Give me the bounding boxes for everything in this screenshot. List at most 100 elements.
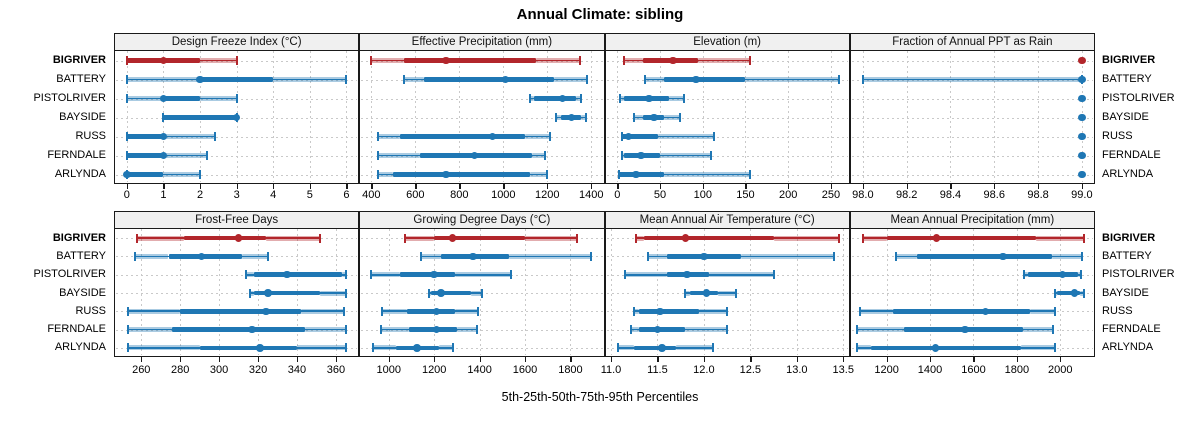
axis-tick xyxy=(906,184,908,189)
gridline-vertical xyxy=(388,229,390,355)
axis-tick xyxy=(750,357,752,362)
median-dot xyxy=(656,307,664,316)
station-label-pistolriver: PISTOLRIVER xyxy=(33,268,106,281)
median-dot xyxy=(123,170,131,179)
median-dot xyxy=(283,270,291,279)
median-dot xyxy=(488,132,497,141)
whisker-cap-95th xyxy=(476,325,479,335)
whisker-cap-5th xyxy=(125,94,128,103)
gridline-vertical xyxy=(1016,229,1018,355)
whisker-cap-5th xyxy=(618,170,621,179)
median-dot xyxy=(413,344,421,352)
axis-tick-label: 12.5 xyxy=(739,364,762,376)
axis-tick-label: 4 xyxy=(270,189,277,201)
axis-tick xyxy=(950,184,952,189)
whisker-cap-95th xyxy=(544,151,547,160)
whisker-cap-5th xyxy=(895,251,898,261)
axis-tick-label: 200 xyxy=(779,189,798,201)
whisker-cap-95th xyxy=(477,306,480,316)
station-label-bigriver: BIGRIVER xyxy=(52,231,106,244)
gridline-vertical xyxy=(886,229,888,355)
gridline-vertical xyxy=(547,51,549,182)
station-label-ferndale: FERNDALE xyxy=(47,149,106,161)
axis-tick xyxy=(371,184,373,189)
axis-tick xyxy=(1060,357,1062,362)
axis-tick-label: 98.2 xyxy=(895,189,918,201)
whisker-cap-5th xyxy=(1023,270,1026,280)
gridline-vertical xyxy=(843,229,845,355)
gridline-vertical xyxy=(994,51,996,182)
gridline-vertical xyxy=(657,229,659,355)
percentile-band-25-75 xyxy=(893,308,1030,314)
gridline-vertical xyxy=(219,229,221,355)
whisker-cap-5th xyxy=(249,288,252,298)
station-label-battery: BATTERY xyxy=(56,249,106,262)
axis-tick-label: 5 xyxy=(306,189,313,201)
percentile-band-25-75 xyxy=(254,290,321,296)
median-dot xyxy=(1078,113,1086,122)
percentile-band-25-75 xyxy=(393,172,530,177)
percentile-band-25-75 xyxy=(434,235,526,241)
whisker-cap-5th xyxy=(125,151,128,160)
panel-header: Frost-Free Days xyxy=(115,212,359,229)
row-guide xyxy=(851,117,1093,119)
station-label-russ: RUSS xyxy=(1102,130,1133,142)
gridline-vertical xyxy=(617,51,619,182)
median-dot xyxy=(437,289,445,297)
percentile-band-25-75 xyxy=(163,115,237,120)
percentile-band-25-75 xyxy=(1057,290,1080,296)
whisker-cap-95th xyxy=(748,56,751,65)
whisker-cap-95th xyxy=(1083,233,1086,243)
median-dot xyxy=(702,289,711,297)
whisker-cap-5th xyxy=(379,325,382,335)
axis-tick xyxy=(862,184,865,189)
axis-tick xyxy=(503,184,505,189)
whisker-cap-5th xyxy=(643,75,646,84)
median-dot xyxy=(981,307,990,316)
axis-tick xyxy=(219,357,221,362)
median-dot xyxy=(683,270,691,279)
axis-tick-label: 2 xyxy=(196,189,204,201)
gridline-vertical xyxy=(371,51,373,182)
axis-tick xyxy=(163,184,165,189)
percentile-band-25-75 xyxy=(664,77,746,82)
row-guide xyxy=(606,155,848,157)
median-dot xyxy=(197,252,206,261)
median-dot xyxy=(1078,151,1086,160)
gridline-vertical xyxy=(973,229,975,355)
whisker-cap-5th xyxy=(126,325,129,335)
whisker-cap-95th xyxy=(546,170,549,179)
whisker-cap-95th xyxy=(712,132,715,141)
whisker-cap-5th xyxy=(134,251,137,261)
axis-tick-label: 1000 xyxy=(376,364,402,376)
axis-tick xyxy=(479,357,481,362)
row-guide xyxy=(116,136,358,138)
gridline-vertical xyxy=(309,51,311,182)
axis-tick-label: 1800 xyxy=(1004,364,1030,376)
gridline-vertical xyxy=(415,51,417,182)
median-dot xyxy=(1078,94,1086,103)
median-dot xyxy=(669,56,677,65)
axis-tick xyxy=(388,357,390,362)
whisker-cap-5th xyxy=(371,343,374,353)
row-guide xyxy=(851,98,1093,100)
chart-title: Annual Climate: sibling xyxy=(516,6,684,23)
station-label-bayside: BAYSIDE xyxy=(1102,286,1149,299)
gridline-vertical xyxy=(141,229,143,355)
median-dot xyxy=(432,325,441,334)
axis-tick-label: 50 xyxy=(653,189,667,201)
percentile-band-25-75 xyxy=(1027,272,1078,277)
axis-tick-label: 100 xyxy=(693,189,712,201)
whisker-cap-5th xyxy=(370,56,373,65)
axis-tick-label: 98.4 xyxy=(939,189,962,201)
whisker-cap-5th xyxy=(684,288,687,298)
median-dot xyxy=(430,270,438,279)
percentile-band-25-75 xyxy=(168,254,243,259)
whisker-cap-95th xyxy=(589,251,592,261)
whisker-cap-5th xyxy=(623,270,626,280)
percentile-band-25-75 xyxy=(643,235,774,241)
whisker-cap-95th xyxy=(1083,288,1086,298)
gridline-vertical xyxy=(750,229,752,355)
row-guide xyxy=(116,274,358,276)
